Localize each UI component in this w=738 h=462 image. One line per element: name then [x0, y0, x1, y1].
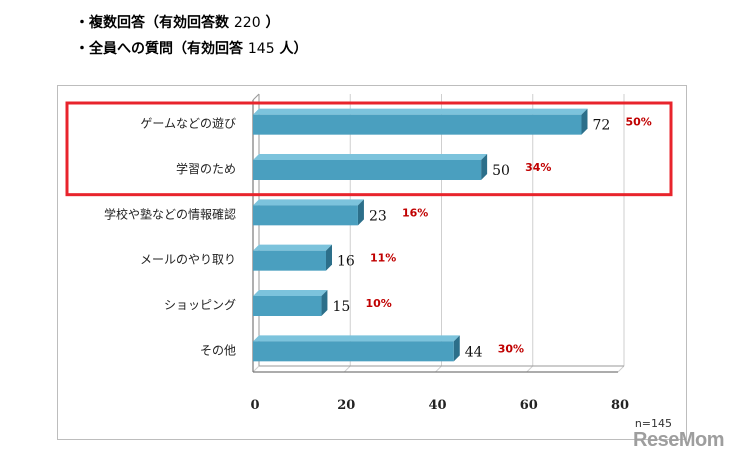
- x-tick-label-1: 20: [337, 398, 355, 413]
- gridline-floor-3: [526, 365, 534, 373]
- gridline-floor-2: [435, 365, 442, 373]
- highlight-box: [65, 101, 673, 197]
- note-all-respondents: ・全員への質問（有効回答 145 人）: [75, 38, 307, 58]
- bar-5: [253, 341, 454, 362]
- value-label-5: 44: [465, 344, 483, 360]
- bar-4: [253, 296, 322, 316]
- note-multiple-answers: ・複数回答（有効回答数 220 ）: [75, 12, 279, 32]
- resemom-watermark: ReseMom: [633, 429, 724, 451]
- bar-top-2: [253, 199, 364, 206]
- category-label-2: 学校や塾などの情報確認: [104, 206, 236, 221]
- bar-side-0: [581, 108, 588, 135]
- value-label-4: 15: [332, 299, 350, 315]
- percent-label-4: 10%: [365, 297, 391, 310]
- bar-top-4: [253, 290, 328, 296]
- bar-side-1: [481, 154, 488, 180]
- note-all-respondents-label: ・全員への質問（有効回答: [75, 41, 243, 57]
- note-all-respondents-count: 145: [247, 41, 275, 57]
- bar-side-5: [453, 335, 460, 362]
- percent-label-3: 11%: [370, 252, 396, 265]
- gridline-floor-0: [252, 365, 260, 373]
- bar-side-2: [357, 199, 364, 226]
- note-multiple-answers-close: ）: [265, 15, 280, 31]
- note-multiple-answers-count: 220: [233, 15, 261, 31]
- value-label-0: 72: [593, 118, 611, 134]
- percent-label-1: 34%: [525, 161, 551, 174]
- x-tick-label-0: 0: [250, 398, 259, 413]
- x-tick-label-4: 80: [611, 398, 629, 413]
- sample-size-label: n=145: [635, 417, 672, 430]
- category-label-5: その他: [200, 343, 236, 357]
- axis-corner: [252, 93, 260, 101]
- bar-1: [253, 160, 482, 180]
- percent-label-0: 50%: [626, 116, 652, 129]
- bar-side-3: [326, 244, 332, 271]
- category-label-4: ショッピング: [164, 298, 236, 312]
- value-label-3: 16: [337, 254, 355, 270]
- bar-2: [253, 205, 358, 226]
- gridline-floor-4: [617, 365, 625, 373]
- bar-side-4: [321, 290, 328, 316]
- bar-top-3: [253, 244, 332, 251]
- category-label-3: メールのやり取り: [140, 253, 236, 267]
- chart-frame: [57, 85, 687, 440]
- note-multiple-answers-label: ・複数回答（有効回答数: [75, 15, 229, 31]
- category-label-0: ゲームなどの遊び: [140, 116, 236, 131]
- bar-0: [253, 114, 582, 135]
- bar-top-5: [253, 335, 460, 342]
- bar-top-1: [253, 154, 488, 160]
- x-tick-label-3: 60: [520, 398, 538, 413]
- percent-label-2: 16%: [402, 206, 428, 219]
- value-label-1: 50: [492, 163, 510, 179]
- gridline-floor-1: [343, 365, 351, 373]
- category-label-1: 学習のため: [176, 161, 236, 176]
- percent-label-5: 30%: [498, 342, 524, 355]
- bar-top-0: [253, 108, 588, 115]
- value-label-2: 23: [369, 208, 387, 224]
- x-tick-label-2: 40: [428, 398, 446, 413]
- bar-3: [253, 250, 326, 271]
- note-all-respondents-unit: 人）: [279, 41, 308, 57]
